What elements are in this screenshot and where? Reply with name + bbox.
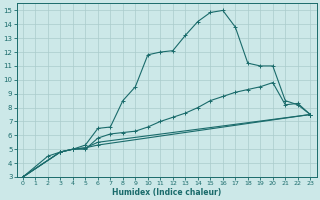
X-axis label: Humidex (Indice chaleur): Humidex (Indice chaleur) [112,188,221,197]
